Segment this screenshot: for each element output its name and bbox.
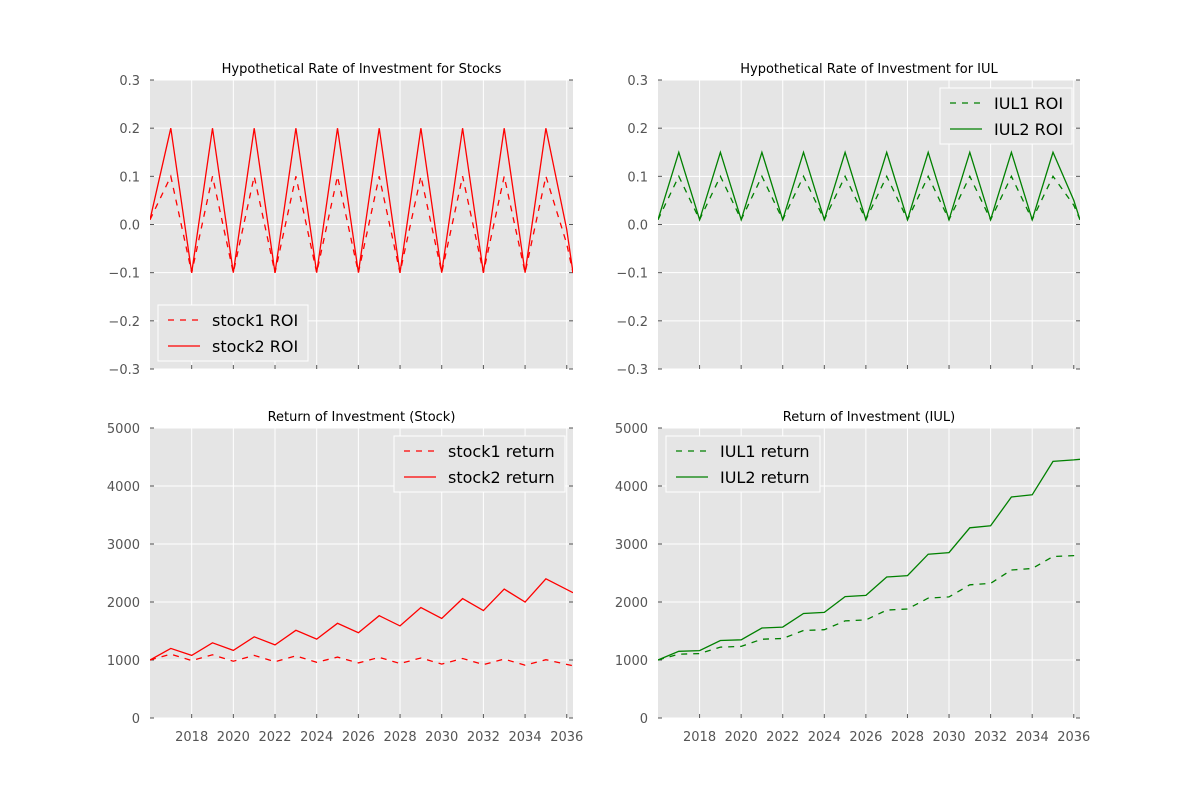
x-tick-label: 2018 [683,730,716,745]
x-tick-label: 2028 [891,730,924,745]
grid [658,79,1080,370]
series-line-2 [150,128,573,273]
x-tick-label: 2022 [258,730,291,745]
y-tick-label: 3000 [615,538,648,553]
y-tick-label: 4000 [615,480,648,495]
y-tick-label: 5000 [107,422,140,437]
x-tick-label: 2026 [342,730,375,745]
legend-label: stock2 ROI [212,337,298,356]
y-tick-label: 0.0 [627,219,648,234]
tick-marks [658,427,1080,719]
y-tick-label: 2000 [615,596,648,611]
legend: stock1 ROI stock2 ROI [157,304,309,362]
series-line-1 [150,653,573,667]
y-tick-label: 5000 [615,422,648,437]
x-tick-label: 2024 [300,730,333,745]
y-tick-label: −0.1 [616,267,648,282]
tick-marks [658,79,1080,370]
legend-label: IUL2 return [720,468,810,487]
y-tick-label: −0.2 [108,315,140,330]
x-tick-label: 2036 [1057,730,1090,745]
legend-label: stock1 return [448,442,555,461]
tick-marks [150,79,573,370]
y-tick-label: 2000 [107,596,140,611]
x-tick-label: 2030 [932,730,965,745]
legend: IUL1 ROI IUL2 ROI [939,87,1073,145]
x-tick-label: 2034 [509,730,542,745]
x-tick-label: 2034 [1016,730,1049,745]
series-line-2 [150,577,573,661]
x-tick-label: 2036 [550,730,583,745]
x-tick-label: 2022 [766,730,799,745]
chart-title: Hypothetical Rate of Investment for Stoc… [222,62,502,77]
series-line-1 [658,174,1080,222]
x-tick-label: 2028 [384,730,417,745]
x-tick-label: 2020 [725,730,758,745]
x-tick-label: 2024 [808,730,841,745]
legend-box [939,87,1073,145]
chart-panel-4: 0 1000 2000 3000 4000 5000 2018 2020 2022 2024 202… [615,410,1090,745]
chart-panel-3: 0 1000 2000 3000 4000 5000 2018 2020 2022 2024 202… [107,410,583,745]
y-tick-label: 0 [640,712,648,727]
legend-label: stock2 return [448,468,555,487]
y-tick-label: 0.1 [627,170,648,185]
y-tick-label: 3000 [107,538,140,553]
x-tick-label: 2030 [425,730,458,745]
legend: IUL1 return IUL2 return [665,435,821,493]
y-tick-label: −0.1 [108,267,140,282]
y-tick-label: −0.2 [616,315,648,330]
y-tick-label: 0 [132,712,140,727]
y-tick-label: 0.3 [119,74,140,89]
y-tick-label: −0.3 [108,363,140,378]
legend-box [665,435,821,493]
legend-label: IUL2 ROI [994,120,1063,139]
y-tick-label: 0.1 [119,170,140,185]
legend-label: IUL1 return [720,442,810,461]
series-line-1 [658,554,1080,661]
legend-label: stock1 ROI [212,311,298,330]
chart-title: Return of Investment (Stock) [268,410,456,425]
y-tick-label: 1000 [615,654,648,669]
y-tick-label: 0.3 [627,74,648,89]
y-tick-label: 4000 [107,480,140,495]
x-tick-label: 2026 [849,730,882,745]
grid [658,427,1080,719]
y-tick-label: 0.0 [119,219,140,234]
grid [150,427,573,719]
chart-title: Hypothetical Rate of Investment for IUL [740,62,998,77]
series-line-2 [658,458,1080,661]
legend: stock1 return stock2 return [393,435,566,493]
chart-panel-1: −0.3 −0.2 −0.1 0.0 0.1 0.2 0.3 Hypothetical Rat… [108,62,573,378]
y-tick-label: −0.3 [616,363,648,378]
x-tick-label: 2018 [175,730,208,745]
x-tick-label: 2032 [974,730,1007,745]
legend-box [393,435,566,493]
chart-panel-2: −0.3 −0.2 −0.1 0.0 0.1 0.2 0.3 Hypothetical Rat… [616,62,1080,378]
series-line-1 [150,173,573,273]
chart-title: Return of Investment (IUL) [783,410,955,425]
x-tick-label: 2032 [467,730,500,745]
tick-marks [150,427,573,719]
legend-label: IUL1 ROI [994,94,1063,113]
y-tick-label: 1000 [107,654,140,669]
legend-box [157,304,309,362]
x-tick-label: 2020 [217,730,250,745]
y-tick-label: 0.2 [627,122,648,137]
y-tick-label: 0.2 [119,122,140,137]
grid [150,79,573,370]
series-line-2 [658,150,1080,222]
